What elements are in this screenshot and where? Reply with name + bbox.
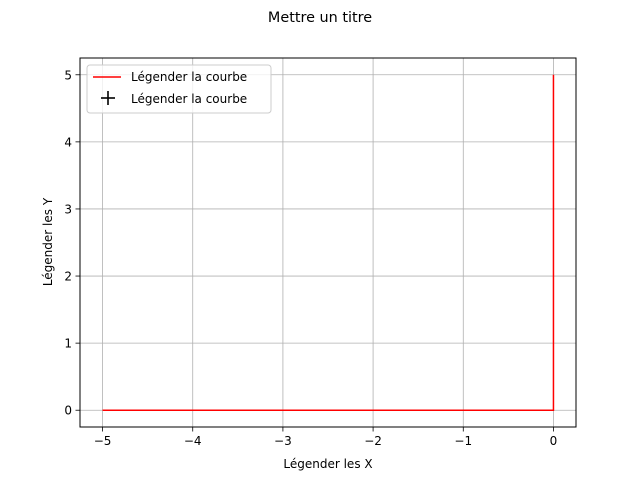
series-line [102, 74, 555, 411]
legend-entry-1-label: Légender la courbe [131, 70, 247, 84]
plot-series [102, 74, 555, 411]
y-tick-label: 3 [64, 202, 72, 216]
x-tick-label: −4 [184, 434, 202, 448]
legend-box [86, 64, 272, 114]
plus-marker-icon [101, 91, 115, 105]
x-tick-label: 0 [550, 434, 558, 448]
y-tick-label: 2 [64, 270, 72, 284]
y-tick-label: 4 [64, 135, 72, 149]
y-tick-label: 5 [64, 68, 72, 82]
x-tick-label: −3 [274, 434, 292, 448]
chart-title: Mettre un titre [268, 10, 372, 26]
y-tick-label: 0 [64, 404, 72, 418]
x-tick-label: −2 [364, 434, 382, 448]
legend-entry-2-label: Légender la courbe [131, 92, 247, 106]
y-tick-label: 1 [64, 337, 72, 351]
y-axis-label: Légender les Y [41, 197, 55, 286]
plot-area-frame [79, 57, 577, 428]
legend: Légender la courbe Légender la courbe [86, 64, 272, 114]
y-axis-ticks: 0 1 2 3 4 5 [64, 68, 80, 418]
x-axis-label: Légender les X [283, 457, 372, 471]
x-axis-ticks: −5 −4 −3 −2 −1 0 [94, 427, 558, 448]
x-tick-label: −5 [94, 434, 112, 448]
x-tick-label: −1 [454, 434, 472, 448]
